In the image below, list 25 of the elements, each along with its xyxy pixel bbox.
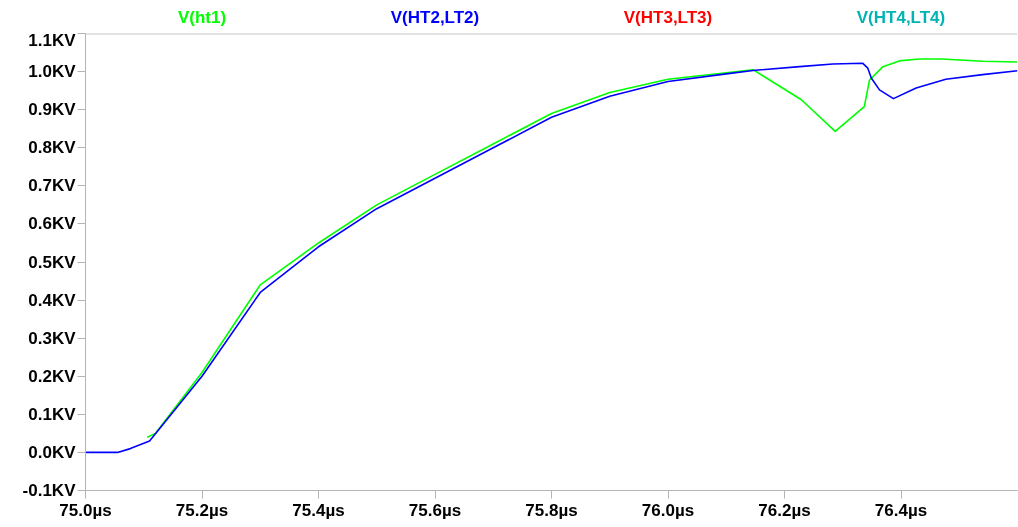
y-tick-label: 0.4KV (28, 290, 77, 310)
y-tick-label: 0.3KV (28, 328, 77, 348)
y-tick-label: 0.0KV (28, 442, 77, 462)
y-tick-label: 0.8KV (28, 138, 77, 158)
x-tick-label: 76.2µs (758, 500, 811, 520)
y-tick-label: 0.2KV (28, 366, 77, 386)
x-tick-label: 75.0µs (59, 500, 112, 520)
y-tick-label: 0.5KV (28, 252, 77, 272)
legend-label: V(HT4,LT4) (856, 7, 946, 27)
x-tick-label: 76.0µs (641, 500, 695, 520)
y-tick-label: -0.1KV (22, 481, 77, 500)
x-tick-label: 75.6µs (408, 500, 462, 520)
x-tick-label: 75.2µs (175, 500, 229, 520)
y-tick-label: 0.9KV (28, 100, 77, 120)
y-tick-label: 0.6KV (28, 214, 77, 234)
y-tick-label: 1.1KV (28, 30, 77, 50)
y-tick-label: 1.0KV (28, 62, 77, 82)
legend-label: V(HT3,LT3) (623, 7, 713, 27)
x-tick-label: 75.4µs (292, 500, 345, 520)
text: V(HT2,LT2) (390, 7, 480, 27)
x-tick-label: 76.4µs (874, 500, 928, 520)
x-tick-label: 75.8µs (525, 500, 578, 520)
text: V(ht1) (177, 7, 227, 27)
y-tick-label: 0.1KV (28, 404, 77, 424)
y-tick-label: 0.7KV (28, 176, 77, 196)
